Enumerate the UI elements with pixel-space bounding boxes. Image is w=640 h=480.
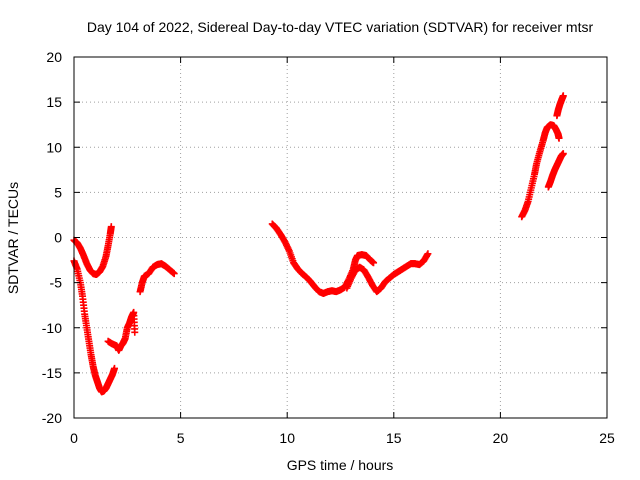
series-seg-e xyxy=(268,220,378,297)
y-tick-label: 20 xyxy=(46,49,62,65)
series-seg-i xyxy=(553,92,567,120)
x-tick-label: 15 xyxy=(386,430,402,446)
axis-ticks xyxy=(73,56,608,419)
data-points xyxy=(70,92,567,396)
data-point xyxy=(555,134,563,142)
data-point xyxy=(107,223,115,231)
plot-frame xyxy=(73,56,608,419)
series-seg-g xyxy=(518,121,563,221)
x-tick-label: 10 xyxy=(279,430,295,446)
x-tick-label: 20 xyxy=(493,430,509,446)
data-point xyxy=(424,250,432,258)
data-point xyxy=(111,364,119,372)
x-axis-label: GPS time / hours xyxy=(287,457,394,473)
y-tick-label: 5 xyxy=(54,184,62,200)
x-tick-labels: 0 5 10 15 20 25 xyxy=(70,430,615,446)
y-tick-label: 0 xyxy=(54,230,62,246)
x-tick-label: 0 xyxy=(70,430,78,446)
x-tick-label: 5 xyxy=(177,430,185,446)
data-point xyxy=(131,328,139,336)
grid-lines xyxy=(74,57,607,418)
data-point xyxy=(370,259,378,267)
y-tick-label: -20 xyxy=(42,410,62,426)
series-seg-a xyxy=(70,223,115,279)
y-tick-label: -5 xyxy=(50,275,63,291)
y-axis-label: SDTVAR / TECUs xyxy=(5,182,21,294)
series-seg-d xyxy=(136,260,178,296)
y-tick-labels: -20 -15 -10 -5 0 5 10 15 20 xyxy=(42,49,62,426)
series-seg-f xyxy=(343,250,432,296)
y-tick-label: 10 xyxy=(46,139,62,155)
series-seg-c xyxy=(104,308,139,354)
x-tick-label: 25 xyxy=(599,430,615,446)
y-tick-label: 15 xyxy=(46,94,62,110)
data-point xyxy=(559,92,567,100)
series-seg-h xyxy=(544,150,567,191)
data-point xyxy=(170,270,178,278)
data-point xyxy=(559,150,567,158)
y-tick-label: -15 xyxy=(42,365,62,381)
chart-title: Day 104 of 2022, Sidereal Day-to-day VTE… xyxy=(87,19,594,35)
series-seg-b xyxy=(70,257,119,396)
y-tick-label: -10 xyxy=(42,320,62,336)
